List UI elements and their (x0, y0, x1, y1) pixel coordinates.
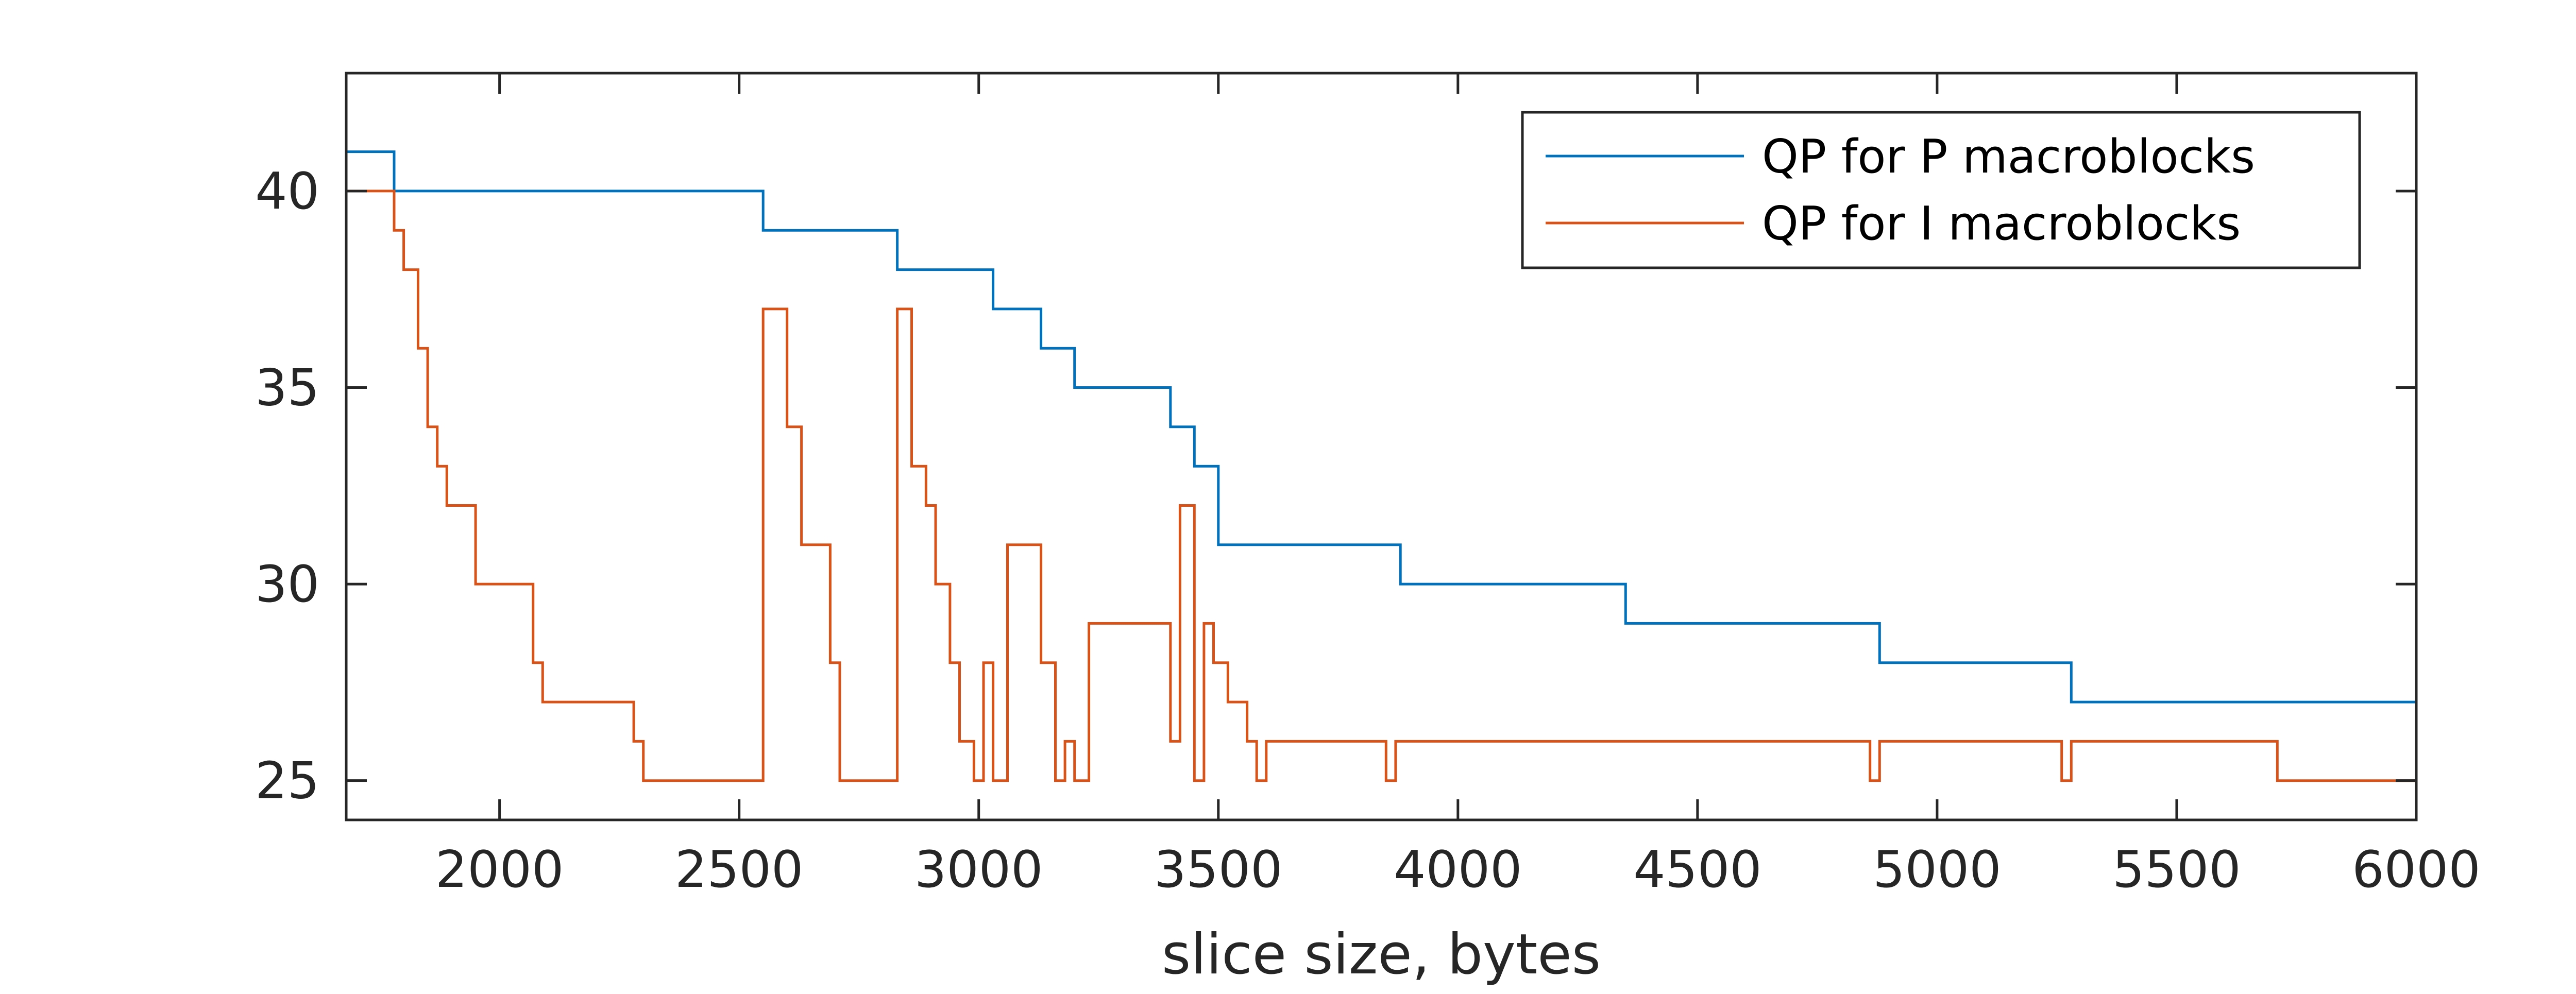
x-tick-label: 4500 (1633, 841, 1761, 899)
y-tick-label: 25 (255, 752, 319, 811)
x-axis-title: slice size, bytes (1162, 922, 1601, 987)
y-tick-label: 35 (255, 359, 319, 418)
x-tick-label: 5000 (1873, 841, 2001, 899)
legend: QP for P macroblocks QP for I macroblocks (1521, 111, 2361, 269)
legend-label: QP for I macroblocks (1762, 197, 2241, 251)
x-tick-label: 2000 (435, 841, 564, 899)
series-line-p-macroblocks (346, 150, 2416, 704)
x-tick-label: 2500 (675, 841, 803, 899)
x-axis-ticks: 2000 2500 3000 3500 4000 4500 5000 5500 6000 (435, 73, 2481, 899)
x-tick-label: 3000 (914, 841, 1043, 899)
y-tick-label: 30 (255, 555, 319, 614)
legend-box (1521, 111, 2361, 269)
axes-box (345, 72, 2418, 821)
series-layer (346, 150, 2416, 782)
y-tick-label: 40 (255, 162, 319, 221)
x-tick-label: 4000 (1394, 841, 1522, 899)
legend-label: QP for P macroblocks (1762, 130, 2255, 184)
x-tick-label: 3500 (1154, 841, 1282, 899)
x-tick-label: 6000 (2352, 841, 2480, 899)
x-tick-label: 5500 (2112, 841, 2241, 899)
y-axis-ticks: 25 30 35 40 (255, 162, 2416, 811)
series-line-i-macroblocks (346, 190, 2416, 782)
